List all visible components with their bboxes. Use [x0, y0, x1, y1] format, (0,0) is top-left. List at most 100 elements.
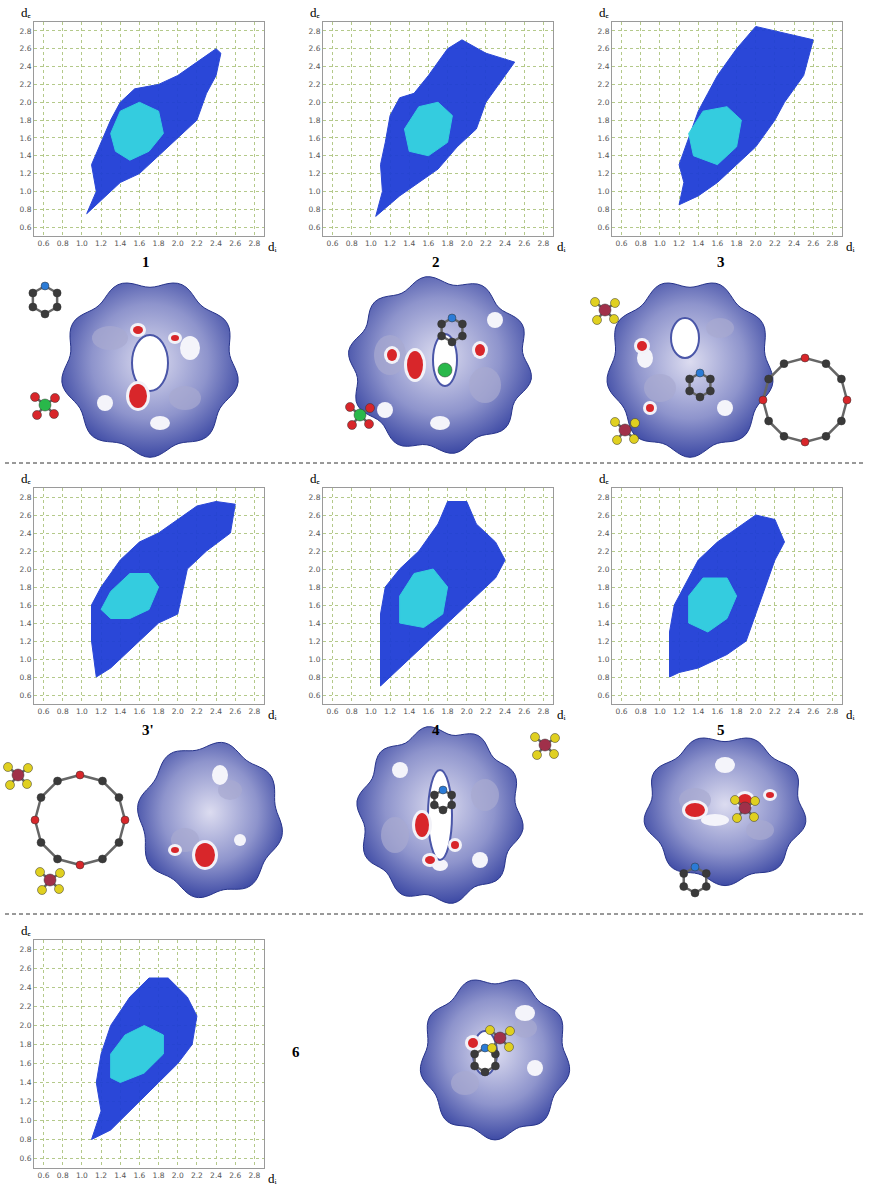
svg-text:dₑ: dₑ — [21, 471, 32, 486]
svg-text:1.6: 1.6 — [20, 1059, 32, 1068]
svg-text:0.6: 0.6 — [616, 707, 628, 716]
svg-text:2.4: 2.4 — [20, 983, 32, 992]
svg-text:2.8: 2.8 — [20, 945, 32, 954]
svg-text:0.8: 0.8 — [309, 205, 321, 214]
svg-text:2.4: 2.4 — [788, 707, 800, 716]
svg-text:1.2: 1.2 — [384, 239, 396, 248]
svg-text:2.8: 2.8 — [309, 493, 321, 502]
svg-text:2.0: 2.0 — [750, 239, 762, 248]
svg-text:1.4: 1.4 — [403, 707, 415, 716]
svg-text:0.6: 0.6 — [20, 1154, 32, 1163]
svg-text:1.8: 1.8 — [153, 707, 165, 716]
svg-text:1.6: 1.6 — [133, 239, 145, 248]
svg-text:0.6: 0.6 — [309, 223, 321, 232]
svg-text:0.8: 0.8 — [20, 205, 32, 214]
svg-text:1.0: 1.0 — [20, 655, 32, 664]
svg-text:1.4: 1.4 — [403, 239, 415, 248]
svg-text:2.2: 2.2 — [769, 707, 781, 716]
svg-text:1.4: 1.4 — [598, 619, 610, 628]
svg-text:1.2: 1.2 — [673, 707, 685, 716]
svg-text:0.8: 0.8 — [57, 239, 69, 248]
svg-text:1.4: 1.4 — [114, 1171, 126, 1180]
svg-text:2.6: 2.6 — [20, 511, 32, 520]
svg-text:2.0: 2.0 — [20, 1021, 32, 1030]
svg-text:2.0: 2.0 — [750, 707, 762, 716]
svg-text:2.6: 2.6 — [598, 44, 610, 53]
svg-text:2.8: 2.8 — [248, 239, 260, 248]
svg-text:1.6: 1.6 — [133, 1171, 145, 1180]
svg-text:1.8: 1.8 — [20, 1040, 32, 1049]
svg-text:2.4: 2.4 — [210, 707, 222, 716]
svg-text:2.6: 2.6 — [229, 707, 241, 716]
svg-text:1.0: 1.0 — [76, 707, 88, 716]
svg-text:2.2: 2.2 — [598, 547, 610, 556]
svg-text:dₑ: dₑ — [310, 471, 321, 486]
svg-text:1.6: 1.6 — [422, 239, 434, 248]
svg-text:1.6: 1.6 — [309, 601, 321, 610]
svg-text:1.0: 1.0 — [598, 655, 610, 664]
svg-text:1.6: 1.6 — [711, 239, 723, 248]
svg-text:1.4: 1.4 — [309, 151, 321, 160]
svg-text:1.2: 1.2 — [598, 637, 610, 646]
svg-text:1.6: 1.6 — [598, 134, 610, 143]
svg-text:2.4: 2.4 — [788, 239, 800, 248]
svg-text:1.6: 1.6 — [20, 134, 32, 143]
svg-text:2.6: 2.6 — [518, 707, 530, 716]
svg-text:2.8: 2.8 — [20, 27, 32, 36]
svg-text:dᵢ: dᵢ — [846, 239, 856, 254]
svg-text:0.8: 0.8 — [20, 1135, 32, 1144]
svg-text:0.8: 0.8 — [635, 239, 647, 248]
svg-text:2.6: 2.6 — [309, 44, 321, 53]
svg-text:2.6: 2.6 — [598, 511, 610, 520]
svg-text:2.4: 2.4 — [598, 529, 610, 538]
svg-text:1.2: 1.2 — [20, 637, 32, 646]
svg-text:1.4: 1.4 — [20, 619, 32, 628]
svg-text:2.6: 2.6 — [518, 239, 530, 248]
svg-text:0.6: 0.6 — [38, 239, 50, 248]
svg-text:1.2: 1.2 — [673, 239, 685, 248]
svg-text:2.8: 2.8 — [598, 27, 610, 36]
svg-text:2.8: 2.8 — [598, 493, 610, 502]
svg-text:dₑ: dₑ — [21, 5, 32, 20]
svg-text:0.8: 0.8 — [346, 707, 358, 716]
svg-text:1.4: 1.4 — [114, 239, 126, 248]
svg-text:1.6: 1.6 — [422, 707, 434, 716]
svg-text:0.8: 0.8 — [57, 707, 69, 716]
svg-text:1.6: 1.6 — [133, 707, 145, 716]
svg-text:1.0: 1.0 — [365, 239, 377, 248]
svg-text:2.0: 2.0 — [598, 98, 610, 107]
svg-text:0.8: 0.8 — [20, 673, 32, 682]
svg-text:2.4: 2.4 — [499, 239, 511, 248]
svg-text:dᵢ: dᵢ — [557, 707, 567, 722]
svg-text:dᵢ: dᵢ — [268, 1171, 278, 1186]
svg-text:2.0: 2.0 — [20, 565, 32, 574]
svg-text:0.8: 0.8 — [346, 239, 358, 248]
svg-text:dₑ: dₑ — [599, 471, 610, 486]
svg-text:2.2: 2.2 — [309, 80, 321, 89]
svg-text:2.8: 2.8 — [537, 239, 549, 248]
svg-text:0.6: 0.6 — [38, 1171, 50, 1180]
svg-text:0.8: 0.8 — [598, 673, 610, 682]
svg-text:1.8: 1.8 — [309, 116, 321, 125]
svg-text:0.8: 0.8 — [57, 1171, 69, 1180]
svg-text:2.8: 2.8 — [309, 27, 321, 36]
svg-text:1.6: 1.6 — [598, 601, 610, 610]
svg-text:dₑ: dₑ — [599, 5, 610, 20]
svg-text:2.0: 2.0 — [172, 239, 184, 248]
svg-text:2.8: 2.8 — [826, 239, 838, 248]
svg-text:2.4: 2.4 — [20, 529, 32, 538]
svg-text:1.0: 1.0 — [309, 655, 321, 664]
svg-text:2.4: 2.4 — [598, 62, 610, 71]
svg-text:2.0: 2.0 — [598, 565, 610, 574]
svg-text:1.8: 1.8 — [598, 583, 610, 592]
svg-text:1.8: 1.8 — [20, 583, 32, 592]
svg-text:2.2: 2.2 — [191, 239, 203, 248]
svg-text:1.2: 1.2 — [20, 1097, 32, 1106]
svg-text:0.6: 0.6 — [38, 707, 50, 716]
svg-text:2.6: 2.6 — [20, 44, 32, 53]
svg-text:0.8: 0.8 — [635, 707, 647, 716]
svg-text:1.0: 1.0 — [76, 239, 88, 248]
svg-text:1.0: 1.0 — [654, 707, 666, 716]
svg-text:1.2: 1.2 — [20, 169, 32, 178]
svg-text:2.2: 2.2 — [480, 707, 492, 716]
